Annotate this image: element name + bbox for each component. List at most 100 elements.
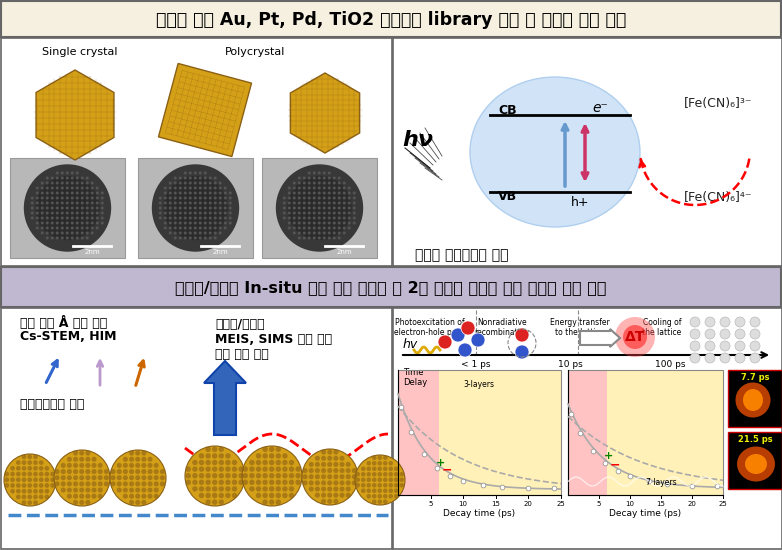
Circle shape <box>269 486 274 492</box>
Circle shape <box>33 454 38 459</box>
Circle shape <box>321 474 326 479</box>
Circle shape <box>142 487 146 493</box>
Text: 10: 10 <box>459 501 468 507</box>
Circle shape <box>239 473 244 478</box>
Circle shape <box>321 480 326 486</box>
Circle shape <box>346 468 350 473</box>
Circle shape <box>352 468 357 473</box>
Circle shape <box>317 177 321 179</box>
Circle shape <box>33 500 38 505</box>
Circle shape <box>39 466 44 471</box>
Circle shape <box>160 481 165 486</box>
Circle shape <box>705 341 715 351</box>
Circle shape <box>76 222 79 224</box>
Circle shape <box>292 182 296 184</box>
Circle shape <box>212 480 217 485</box>
Circle shape <box>10 472 15 476</box>
Circle shape <box>66 201 69 205</box>
Circle shape <box>179 182 181 184</box>
Circle shape <box>104 481 109 486</box>
Circle shape <box>159 201 162 205</box>
Circle shape <box>56 182 59 184</box>
Circle shape <box>317 236 321 239</box>
Point <box>444 471 457 480</box>
Circle shape <box>33 460 38 465</box>
Circle shape <box>367 472 371 476</box>
Circle shape <box>33 494 38 499</box>
Circle shape <box>346 487 350 492</box>
Circle shape <box>292 227 296 229</box>
Circle shape <box>338 186 341 190</box>
Circle shape <box>199 480 204 485</box>
Circle shape <box>51 236 54 239</box>
Circle shape <box>225 460 231 465</box>
Circle shape <box>4 454 56 506</box>
Circle shape <box>159 196 162 200</box>
Circle shape <box>76 232 79 234</box>
Text: < 1 ps: < 1 ps <box>461 360 491 369</box>
Circle shape <box>117 469 122 474</box>
Circle shape <box>73 487 78 493</box>
Circle shape <box>361 488 365 493</box>
Circle shape <box>308 201 310 205</box>
Circle shape <box>231 480 237 485</box>
Circle shape <box>275 466 281 472</box>
Circle shape <box>56 196 59 200</box>
Circle shape <box>61 177 64 179</box>
Text: 100 ps: 100 ps <box>655 360 685 369</box>
Circle shape <box>372 499 376 504</box>
Circle shape <box>91 206 94 210</box>
Circle shape <box>219 186 222 190</box>
Text: hv: hv <box>403 338 418 351</box>
Circle shape <box>292 232 296 234</box>
Circle shape <box>73 494 78 499</box>
Circle shape <box>129 487 134 493</box>
Circle shape <box>194 177 197 179</box>
Circle shape <box>23 164 111 252</box>
Circle shape <box>10 489 15 493</box>
Circle shape <box>225 486 231 492</box>
Circle shape <box>348 196 351 200</box>
Circle shape <box>86 206 88 210</box>
Circle shape <box>33 477 38 482</box>
Circle shape <box>185 446 245 506</box>
Circle shape <box>179 217 181 219</box>
Circle shape <box>199 473 204 478</box>
Circle shape <box>204 227 206 229</box>
Circle shape <box>179 196 181 200</box>
Circle shape <box>705 353 715 363</box>
Circle shape <box>308 212 310 214</box>
Circle shape <box>269 447 274 452</box>
Circle shape <box>383 461 388 465</box>
Circle shape <box>333 487 339 492</box>
Circle shape <box>328 232 331 234</box>
Circle shape <box>338 212 341 214</box>
Circle shape <box>129 450 134 455</box>
Circle shape <box>213 177 217 179</box>
Circle shape <box>73 475 78 480</box>
Circle shape <box>309 487 314 492</box>
Text: Decay time (ps): Decay time (ps) <box>443 509 515 518</box>
Circle shape <box>110 481 116 486</box>
Circle shape <box>95 196 99 200</box>
Circle shape <box>70 201 74 205</box>
Circle shape <box>39 489 44 493</box>
Circle shape <box>50 477 55 482</box>
Circle shape <box>184 206 187 210</box>
FancyBboxPatch shape <box>607 370 723 495</box>
Circle shape <box>91 494 96 499</box>
Circle shape <box>225 466 231 472</box>
Circle shape <box>328 206 331 210</box>
Circle shape <box>204 212 206 214</box>
Circle shape <box>339 456 345 461</box>
Circle shape <box>323 177 326 179</box>
Circle shape <box>45 483 49 488</box>
Circle shape <box>327 462 332 467</box>
Circle shape <box>142 450 146 455</box>
Circle shape <box>288 227 291 229</box>
Circle shape <box>348 201 351 205</box>
Circle shape <box>163 196 167 200</box>
Text: [Fe(CN)₆]³⁻: [Fe(CN)₆]³⁻ <box>683 96 752 109</box>
Circle shape <box>339 468 345 473</box>
Circle shape <box>231 473 237 478</box>
